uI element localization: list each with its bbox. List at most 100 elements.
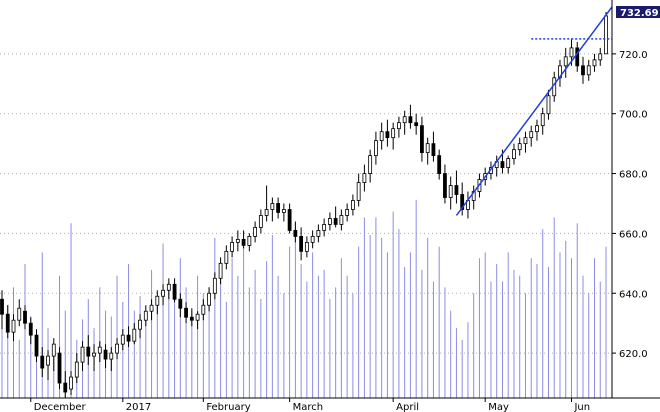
candle-body (374, 140, 378, 157)
y-tick-label: 640.0 (619, 289, 648, 300)
candle-body (425, 143, 430, 154)
candle (575, 41, 580, 72)
candle (5, 305, 10, 339)
candle (558, 59, 562, 87)
candle (74, 353, 79, 384)
candle-body (138, 319, 142, 330)
candle-body (120, 334, 125, 345)
candle (540, 107, 545, 135)
candle-body (11, 319, 16, 333)
candle-body (287, 209, 292, 231)
candle-body (258, 215, 263, 228)
candle (322, 218, 327, 237)
candle-body (92, 352, 96, 357)
candle-body (581, 65, 585, 76)
candle-body (310, 236, 315, 243)
candle-body (247, 236, 252, 246)
candle-body (86, 346, 91, 357)
candle (207, 287, 211, 312)
candle (293, 221, 298, 243)
candle (425, 137, 430, 165)
candle (397, 116, 401, 138)
candle-body (500, 161, 505, 168)
candle-body (529, 131, 534, 139)
candle (253, 221, 258, 243)
candle-body (201, 304, 206, 315)
candle-body (80, 346, 85, 363)
candle-body (523, 137, 528, 145)
candle-body (379, 131, 384, 142)
y-tick-label: 700.0 (619, 110, 648, 121)
candle (69, 371, 73, 396)
candle-body (264, 209, 269, 216)
candle-body (69, 376, 73, 390)
candle-body (40, 355, 45, 369)
candle-body (218, 262, 223, 279)
candle (443, 164, 447, 204)
candle-body (46, 355, 50, 366)
candle-body (0, 298, 4, 315)
candle (316, 224, 321, 243)
candle-body (184, 307, 188, 318)
candle (535, 119, 539, 141)
candle (546, 89, 551, 120)
candle-body (327, 218, 332, 225)
candle (529, 125, 534, 147)
candle (51, 338, 56, 372)
candle (339, 209, 344, 231)
candle-body (97, 346, 102, 354)
candle (494, 155, 499, 177)
candle (184, 302, 188, 324)
candle-body (63, 382, 68, 393)
candle (368, 149, 373, 183)
candle (402, 110, 407, 135)
candle-body (172, 283, 177, 300)
candle-body (443, 173, 447, 198)
candle (80, 341, 85, 372)
candle-body (460, 194, 465, 210)
x-tick-label: April (396, 402, 419, 412)
candle (103, 344, 108, 369)
candle-body (368, 155, 373, 174)
candle (420, 116, 424, 162)
candle-body (132, 328, 137, 342)
candle-body (115, 343, 119, 354)
candle (161, 284, 165, 306)
candle-body (34, 334, 39, 357)
candle-body (535, 125, 539, 133)
candle-body (569, 47, 574, 58)
candle (86, 335, 91, 366)
candle (471, 185, 476, 210)
candle (166, 278, 171, 300)
candle-body (517, 143, 522, 151)
candle (230, 236, 234, 258)
candle-body (207, 292, 211, 306)
candle-body (420, 125, 424, 154)
candle (408, 104, 413, 129)
candle (109, 347, 114, 372)
candle (437, 149, 442, 180)
candle (195, 311, 200, 330)
candle (132, 323, 137, 345)
candle (92, 344, 96, 372)
candle-body (143, 310, 148, 321)
candle-body (316, 230, 321, 237)
candle (350, 194, 355, 216)
x-tick-label: December (34, 402, 87, 412)
candle (172, 278, 177, 303)
candle (276, 197, 281, 219)
candle-body (23, 310, 27, 324)
candle-body (448, 185, 453, 198)
candle-body (230, 241, 234, 252)
x-tick-label: 2017 (126, 402, 151, 412)
candle-body (281, 209, 286, 213)
candle-body (155, 295, 160, 306)
candle (264, 185, 269, 222)
candle (34, 329, 39, 363)
candle (345, 203, 350, 222)
candle (17, 299, 22, 327)
candle (356, 173, 361, 207)
candle (586, 59, 591, 81)
candle-body (437, 155, 442, 174)
candle (362, 164, 367, 192)
